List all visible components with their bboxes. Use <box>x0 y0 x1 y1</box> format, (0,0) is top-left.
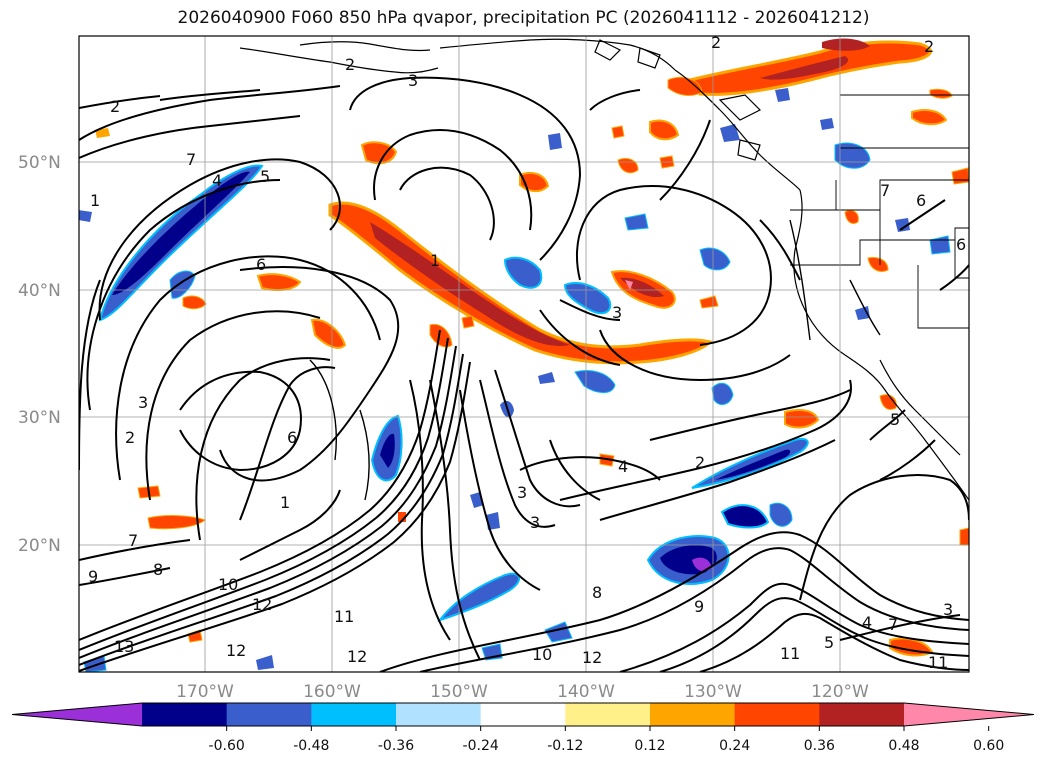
contour-label: 2 <box>711 33 721 52</box>
colorbar-segment <box>142 703 228 726</box>
contour-label: 6 <box>956 235 966 254</box>
contour-label: 9 <box>694 597 704 616</box>
contour-label: 2 <box>695 453 705 472</box>
contour-label: 7 <box>186 150 196 169</box>
contour-label: 3 <box>612 303 622 322</box>
contour-label: 3 <box>943 600 953 619</box>
contour-label: 3 <box>138 393 148 412</box>
contour-label: 8 <box>153 560 163 579</box>
colorbar-segment <box>650 703 736 726</box>
contour-label: 3 <box>408 71 418 90</box>
colorbar-segment <box>226 703 312 726</box>
contour-label: 2 <box>110 97 120 116</box>
longitude-labels: 170°W 160°W 150°W 140°W 130°W 120°W <box>176 682 869 702</box>
contour-label: 7 <box>880 181 890 200</box>
coastlines <box>239 38 969 501</box>
colorbar: -0.60 -0.48 -0.36 -0.24 -0.12 0.12 0.24 0.36 0.4… <box>11 702 1035 754</box>
colorbar-segment <box>565 703 651 726</box>
contour-label: 7 <box>888 615 898 634</box>
colorbar-segment <box>396 703 482 726</box>
colorbar-tick-label: 0.60 <box>973 738 1004 754</box>
contour-label: 11 <box>780 644 800 663</box>
contour-label: 13 <box>114 637 134 656</box>
contour-label: 1 <box>430 251 440 270</box>
colorbar-tick-label: -0.24 <box>463 738 499 754</box>
contour-label: 11 <box>928 653 948 672</box>
colorbar-tick-label: -0.60 <box>209 738 245 754</box>
contour-label: 2 <box>924 37 934 56</box>
lon-label-150w: 150°W <box>430 682 488 702</box>
lon-label-130w: 130°W <box>684 682 742 702</box>
colorbar-segment <box>734 703 820 726</box>
colorbar-segment <box>480 703 566 726</box>
lat-label-40n: 40°N <box>18 281 61 301</box>
colorbar-tick-label: 0.36 <box>804 738 835 754</box>
colorbar-tick-label: -0.36 <box>378 738 414 754</box>
contour-labels: 2 2 3 2 1 4 5 6 7 1 3 2 3 6 7 1 4 2 3 6 … <box>88 33 966 672</box>
contour-label: 9 <box>88 567 98 586</box>
contour-label: 5 <box>260 167 270 186</box>
colorbar-tick-label: 0.12 <box>634 738 665 754</box>
contour-label: 12 <box>252 595 272 614</box>
colorbar-extend-low <box>12 703 142 726</box>
contour-label: 4 <box>618 457 628 476</box>
contour-label: 12 <box>347 647 367 666</box>
contour-label: 7 <box>128 531 138 550</box>
contour-label: 4 <box>862 613 872 632</box>
colorbar-tick-label: -0.12 <box>547 738 583 754</box>
contour-label: 1 <box>90 191 100 210</box>
lon-label-120w: 120°W <box>811 682 869 702</box>
colorbar-segment <box>819 703 905 726</box>
contour-label: 3 <box>530 513 540 532</box>
contour-label: 5 <box>824 633 834 652</box>
colorbar-outline <box>11 702 1035 727</box>
contour-label: 6 <box>287 428 297 447</box>
lat-label-50n: 50°N <box>18 153 61 173</box>
latitude-labels: 50°N 40°N 30°N 20°N <box>18 153 61 556</box>
lon-label-160w: 160°W <box>303 682 361 702</box>
contour-label: 2 <box>345 55 355 74</box>
contour-label: 6 <box>256 255 266 274</box>
contour-label: 2 <box>125 428 135 447</box>
colorbar-extend-high <box>904 703 1034 726</box>
colorbar-segment <box>311 703 397 726</box>
contour-label: 8 <box>592 583 602 602</box>
lon-label-170w: 170°W <box>176 682 234 702</box>
state-borders <box>790 94 969 329</box>
contour-label: 10 <box>218 575 238 594</box>
contour-label: 10 <box>532 645 552 664</box>
colorbar-tick-label: -0.48 <box>293 738 329 754</box>
contour-label: 4 <box>212 171 222 190</box>
colorbar-tick-label: 0.48 <box>888 738 919 754</box>
plot-frame <box>78 35 970 673</box>
lon-label-140w: 140°W <box>557 682 615 702</box>
lat-label-20n: 20°N <box>18 536 61 556</box>
lat-label-30n: 30°N <box>18 408 61 428</box>
contour-label: 12 <box>226 641 246 660</box>
contour-label: 12 <box>582 648 602 667</box>
plot-area <box>79 36 969 672</box>
contour-label: 5 <box>890 410 900 429</box>
gridlines <box>79 36 969 672</box>
contour-label: 1 <box>280 493 290 512</box>
contour-label: 3 <box>517 483 527 502</box>
qvapor-contours <box>79 76 969 672</box>
qvapor-contours-thin <box>309 219 881 501</box>
contour-label: 11 <box>334 607 354 626</box>
colorbar-tick-label: 0.24 <box>719 738 750 754</box>
map-title: 2026040900 F060 850 hPa qvapor, precipit… <box>177 8 870 28</box>
contour-label: 6 <box>916 191 926 210</box>
